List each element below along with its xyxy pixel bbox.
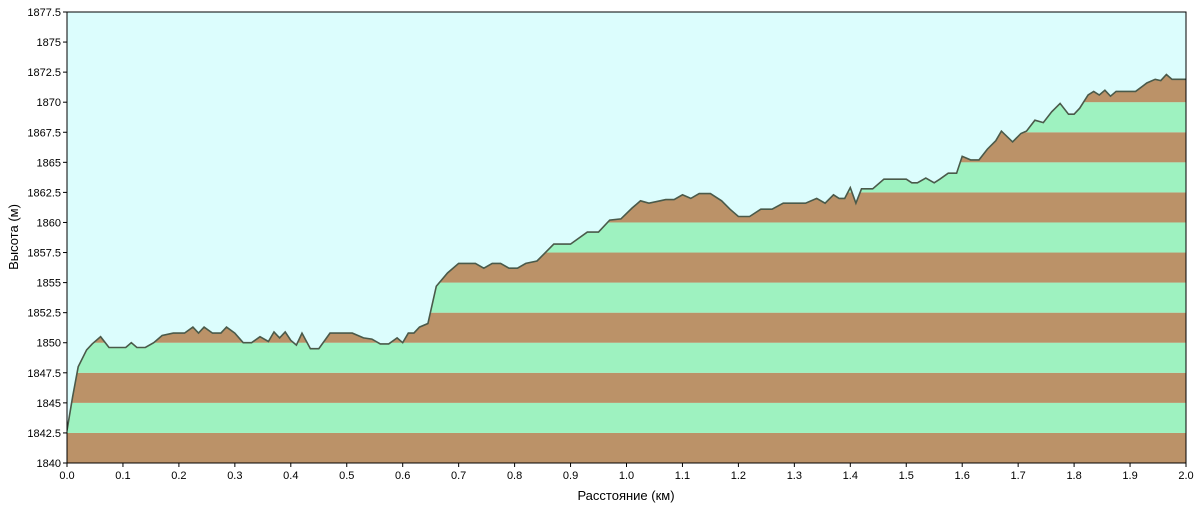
x-tick-label: 0.6 [395, 470, 410, 482]
x-tick-label: 1.4 [843, 470, 858, 482]
y-tick-label: 1870 [37, 97, 61, 109]
y-axis-ticks: 1840 1842.5 1845 1847.5 1850 1852.5 1855 1857.5… [27, 7, 67, 470]
y-tick-label: 1857.5 [27, 248, 61, 260]
y-tick-label: 1875 [37, 37, 61, 49]
elevation-band [67, 342, 1186, 373]
x-tick-label: 0.3 [227, 470, 242, 482]
above-profile-mask [67, 12, 1186, 431]
elevation-band [67, 402, 1186, 433]
elevation-band [67, 372, 1186, 403]
y-tick-label: 1850 [37, 338, 61, 350]
x-tick-label: 1.3 [787, 470, 802, 482]
elevation-band [67, 432, 1186, 463]
x-tick-label: 1.2 [731, 470, 746, 482]
x-tick-label: 0.9 [563, 470, 578, 482]
x-tick-label: 0.2 [171, 470, 186, 482]
y-tick-label: 1867.5 [27, 127, 61, 139]
x-tick-label: 1.8 [1066, 470, 1081, 482]
x-tick-label: 1.6 [955, 470, 970, 482]
x-axis-title: Расстояние (км) [577, 488, 674, 503]
elevation-profile-line [67, 73, 1186, 431]
y-tick-label: 1872.5 [27, 67, 61, 79]
y-tick-label: 1840 [37, 458, 61, 470]
y-tick-label: 1855 [37, 278, 61, 290]
y-tick-label: 1842.5 [27, 428, 61, 440]
x-tick-label: 1.0 [619, 470, 634, 482]
y-tick-label: 1847.5 [27, 368, 61, 380]
x-axis-ticks: 0.0 0.1 0.2 0.3 0.4 0.5 0.6 0.7 0.8 0.9 1.0 1.1 1.2 1… [59, 463, 1194, 482]
y-tick-label: 1862.5 [27, 187, 61, 199]
y-axis-title: Высота (м) [6, 204, 21, 270]
y-tick-label: 1877.5 [27, 7, 61, 19]
x-tick-label: 0.1 [115, 470, 130, 482]
x-tick-label: 0.8 [507, 470, 522, 482]
x-tick-label: 0.7 [451, 470, 466, 482]
x-tick-label: 1.5 [899, 470, 914, 482]
x-tick-label: 2.0 [1178, 470, 1193, 482]
x-tick-label: 0.0 [59, 470, 74, 482]
y-tick-label: 1852.5 [27, 308, 61, 320]
x-tick-label: 0.4 [283, 470, 298, 482]
y-tick-label: 1860 [37, 217, 61, 229]
x-tick-label: 0.5 [339, 470, 354, 482]
x-tick-label: 1.1 [675, 470, 690, 482]
y-tick-label: 1865 [37, 157, 61, 169]
x-tick-label: 1.9 [1122, 470, 1137, 482]
x-tick-label: 1.7 [1011, 470, 1026, 482]
y-tick-label: 1845 [37, 398, 61, 410]
